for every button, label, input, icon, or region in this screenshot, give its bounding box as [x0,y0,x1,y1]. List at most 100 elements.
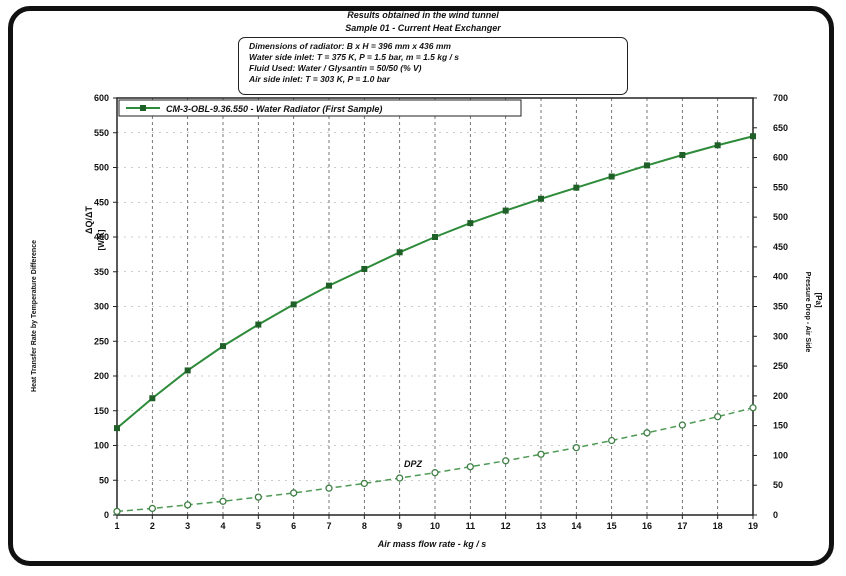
data-point-heat-transfer [361,265,368,272]
x-tick-label: 5 [256,521,261,531]
x-tick-label: 14 [571,521,581,531]
data-point-heat-transfer [679,151,686,158]
data-point-pressure-drop [113,507,121,516]
data-point-pressure-drop [431,469,439,477]
y-left-tick-label: 250 [94,336,109,346]
x-tick-label: 18 [713,521,723,531]
x-axis-label: Air mass flow rate - kg / s [377,539,487,549]
data-point-heat-transfer [573,184,580,191]
y-left-tick-label: 150 [94,406,109,416]
y-right-tick-label: 150 [773,421,788,431]
y-right-tick-label: 700 [773,93,788,103]
x-tick-label: 11 [466,521,476,531]
data-point-pressure-drop [148,504,156,513]
x-tick-label: 13 [536,521,546,531]
y-right-tick-label: 500 [773,212,788,222]
x-tick-label: 3 [185,521,190,531]
y-right-tick-label: 250 [773,361,788,371]
data-point-pressure-drop [537,450,545,458]
y-right-tick-label: 600 [773,153,788,163]
data-point-heat-transfer [467,220,474,227]
grid [117,98,753,515]
y-right-tick-label: 550 [773,182,788,192]
chart-subtitle: Sample 01 - Current Heat Exchanger [345,23,501,33]
data-point-pressure-drop [290,489,298,497]
data-point-heat-transfer [396,249,403,256]
y-right-tick-label: 300 [773,331,788,341]
info-line-fluid: Fluid Used: Water / Glysantin = 50/50 (%… [249,63,422,73]
data-point-heat-transfer [149,395,156,402]
y-right-tick-label: 450 [773,242,788,252]
data-point-heat-transfer [750,133,756,140]
data-point-pressure-drop [184,501,192,509]
data-point-heat-transfer [255,321,262,328]
y-left-tick-label: 600 [94,93,109,103]
x-tick-label: 19 [748,521,758,531]
x-tick-label: 17 [677,521,687,531]
y-axis-left-unit: [W/K] [97,229,106,250]
info-line-dimensions: Dimensions of radiator: B x H = 396 mm x… [249,41,451,51]
data-point-pressure-drop [678,421,686,429]
y-left-tick-label: 550 [94,128,109,138]
y-axis-left-label: Heat Transfer Rate by Temperature Differ… [31,240,38,392]
x-tick-label: 10 [430,521,440,531]
axes: 1 2 3 4 5 6 7 8 9 10 11 12 13 14 15 16 17 18 1905010015020… [94,93,788,531]
data-point-heat-transfer [290,301,297,308]
data-point-pressure-drop [714,413,722,421]
data-point-heat-transfer [608,173,615,180]
x-tick-label: 9 [397,521,402,531]
data-point-pressure-drop [219,497,227,505]
series-line-heat-transfer [116,135,754,429]
data-point-pressure-drop [360,479,368,488]
x-tick-label: 4 [220,521,225,531]
x-tick-label: 16 [642,521,652,531]
y-left-tick-label: 400 [94,232,109,242]
y-axis-left-symbol: ΔQ/ΔT [84,206,94,234]
info-line-air-inlet: Air side inlet: T = 303 K, P = 1.0 bar [249,74,390,84]
legend-label-series-1: CM-3-OBL-9.36.550 - Water Radiator (Firs… [166,104,382,114]
data-point-pressure-drop [502,457,510,465]
legend: CM-3-OBL-9.36.550 - Water Radiator (Firs… [118,99,522,117]
data-point-pressure-drop [466,463,474,471]
x-tick-label: 2 [150,521,155,531]
data-point-heat-transfer [714,142,721,149]
data-point-pressure-drop [325,484,333,492]
y-left-tick-label: 500 [94,163,109,173]
y-left-tick-label: 50 [99,475,109,485]
y-left-tick-label: 300 [94,302,109,312]
data-point-heat-transfer [502,207,509,214]
x-tick-label: 15 [607,521,617,531]
x-tick-label: 1 [114,521,119,531]
legend-box [118,99,522,117]
chart-frame [8,6,834,566]
y-left-tick-label: 200 [94,371,109,381]
y-axis-right-unit: [Pa] [814,292,823,307]
y-right-tick-label: 100 [773,450,788,460]
data-point-heat-transfer [184,367,191,374]
y-right-tick-label: 350 [773,302,788,312]
info-line-water-inlet: Water side inlet: T = 375 K, P = 1.5 bar… [249,52,459,62]
data-point-heat-transfer [220,343,226,350]
chart-title: Results obtained in the wind tunnel [347,10,499,20]
y-left-tick-label: 450 [94,197,109,207]
data-point-pressure-drop [572,444,580,452]
y-right-tick-label: 200 [773,391,788,401]
y-axis-right-label: Pressure Drop - Air Side [804,272,811,353]
x-tick-label: 12 [501,521,511,531]
legend-marker [140,105,146,111]
data-point-pressure-drop [396,474,404,482]
data-point-pressure-drop [608,436,616,445]
x-tick-label: 7 [326,521,331,531]
data-point-pressure-drop [643,429,651,437]
y-left-tick-label: 100 [94,441,109,451]
data-point-pressure-drop [254,493,262,501]
data-point-heat-transfer [644,162,650,169]
x-tick-label: 8 [362,521,367,531]
y-left-tick-label: 350 [94,267,109,277]
data-point-heat-transfer [432,234,438,240]
y-right-tick-label: 0 [773,510,778,520]
x-tick-label: 6 [291,521,296,531]
data-point-heat-transfer [326,282,332,289]
data-point-pressure-drop [749,404,757,412]
